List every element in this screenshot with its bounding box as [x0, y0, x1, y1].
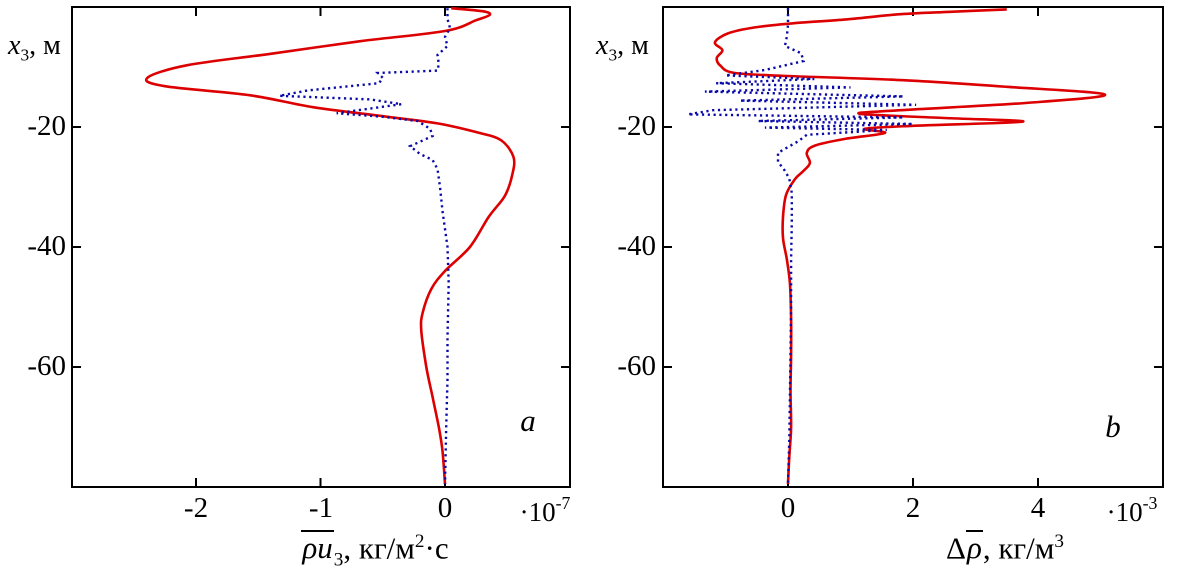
panel-a-ytick--40: -40 [27, 230, 66, 262]
panel-b-ytick--40: -40 [617, 230, 656, 262]
panel-b-xtick-2: 2 [905, 492, 921, 524]
panel-a-ytick--20: -20 [27, 110, 66, 142]
panel-a-xtick-0: 0 [437, 492, 453, 524]
panel-a-xtick--2: -2 [183, 492, 209, 524]
panel-b-xtick-0: 0 [780, 492, 796, 524]
panel-b-y-axis-label: x3, м [596, 30, 649, 65]
y-var: x [596, 30, 609, 61]
panel-b-x-axis-label: Δρ, кг/м3 [946, 530, 1064, 566]
panel-b-ytick--60: -60 [617, 350, 656, 382]
panel-b-axis-multiplier: ·10-3 [1106, 493, 1158, 527]
series-blue-dotted [279, 8, 452, 485]
panel-a-y-axis-label: x3, м [8, 30, 61, 65]
panel-a-xtick--1: -1 [308, 492, 334, 524]
series-red-solid [713, 8, 1107, 485]
panel-a-letter: a [520, 403, 536, 438]
y-var: x [8, 30, 21, 61]
panel-a-x-axis-label: ρu3, кг/м2·с [301, 530, 449, 571]
panel-b-letter: b [1105, 409, 1121, 444]
panel-frame [662, 6, 1164, 488]
series-blue-dotted [687, 8, 917, 485]
panel-b-xtick-4: 4 [1030, 492, 1046, 524]
panel-a-axis-multiplier: ·10-7 [519, 493, 571, 527]
panel-b-ytick--20: -20 [617, 110, 656, 142]
panel-a-ytick--60: -60 [27, 350, 66, 382]
series-red-solid [144, 6, 516, 485]
